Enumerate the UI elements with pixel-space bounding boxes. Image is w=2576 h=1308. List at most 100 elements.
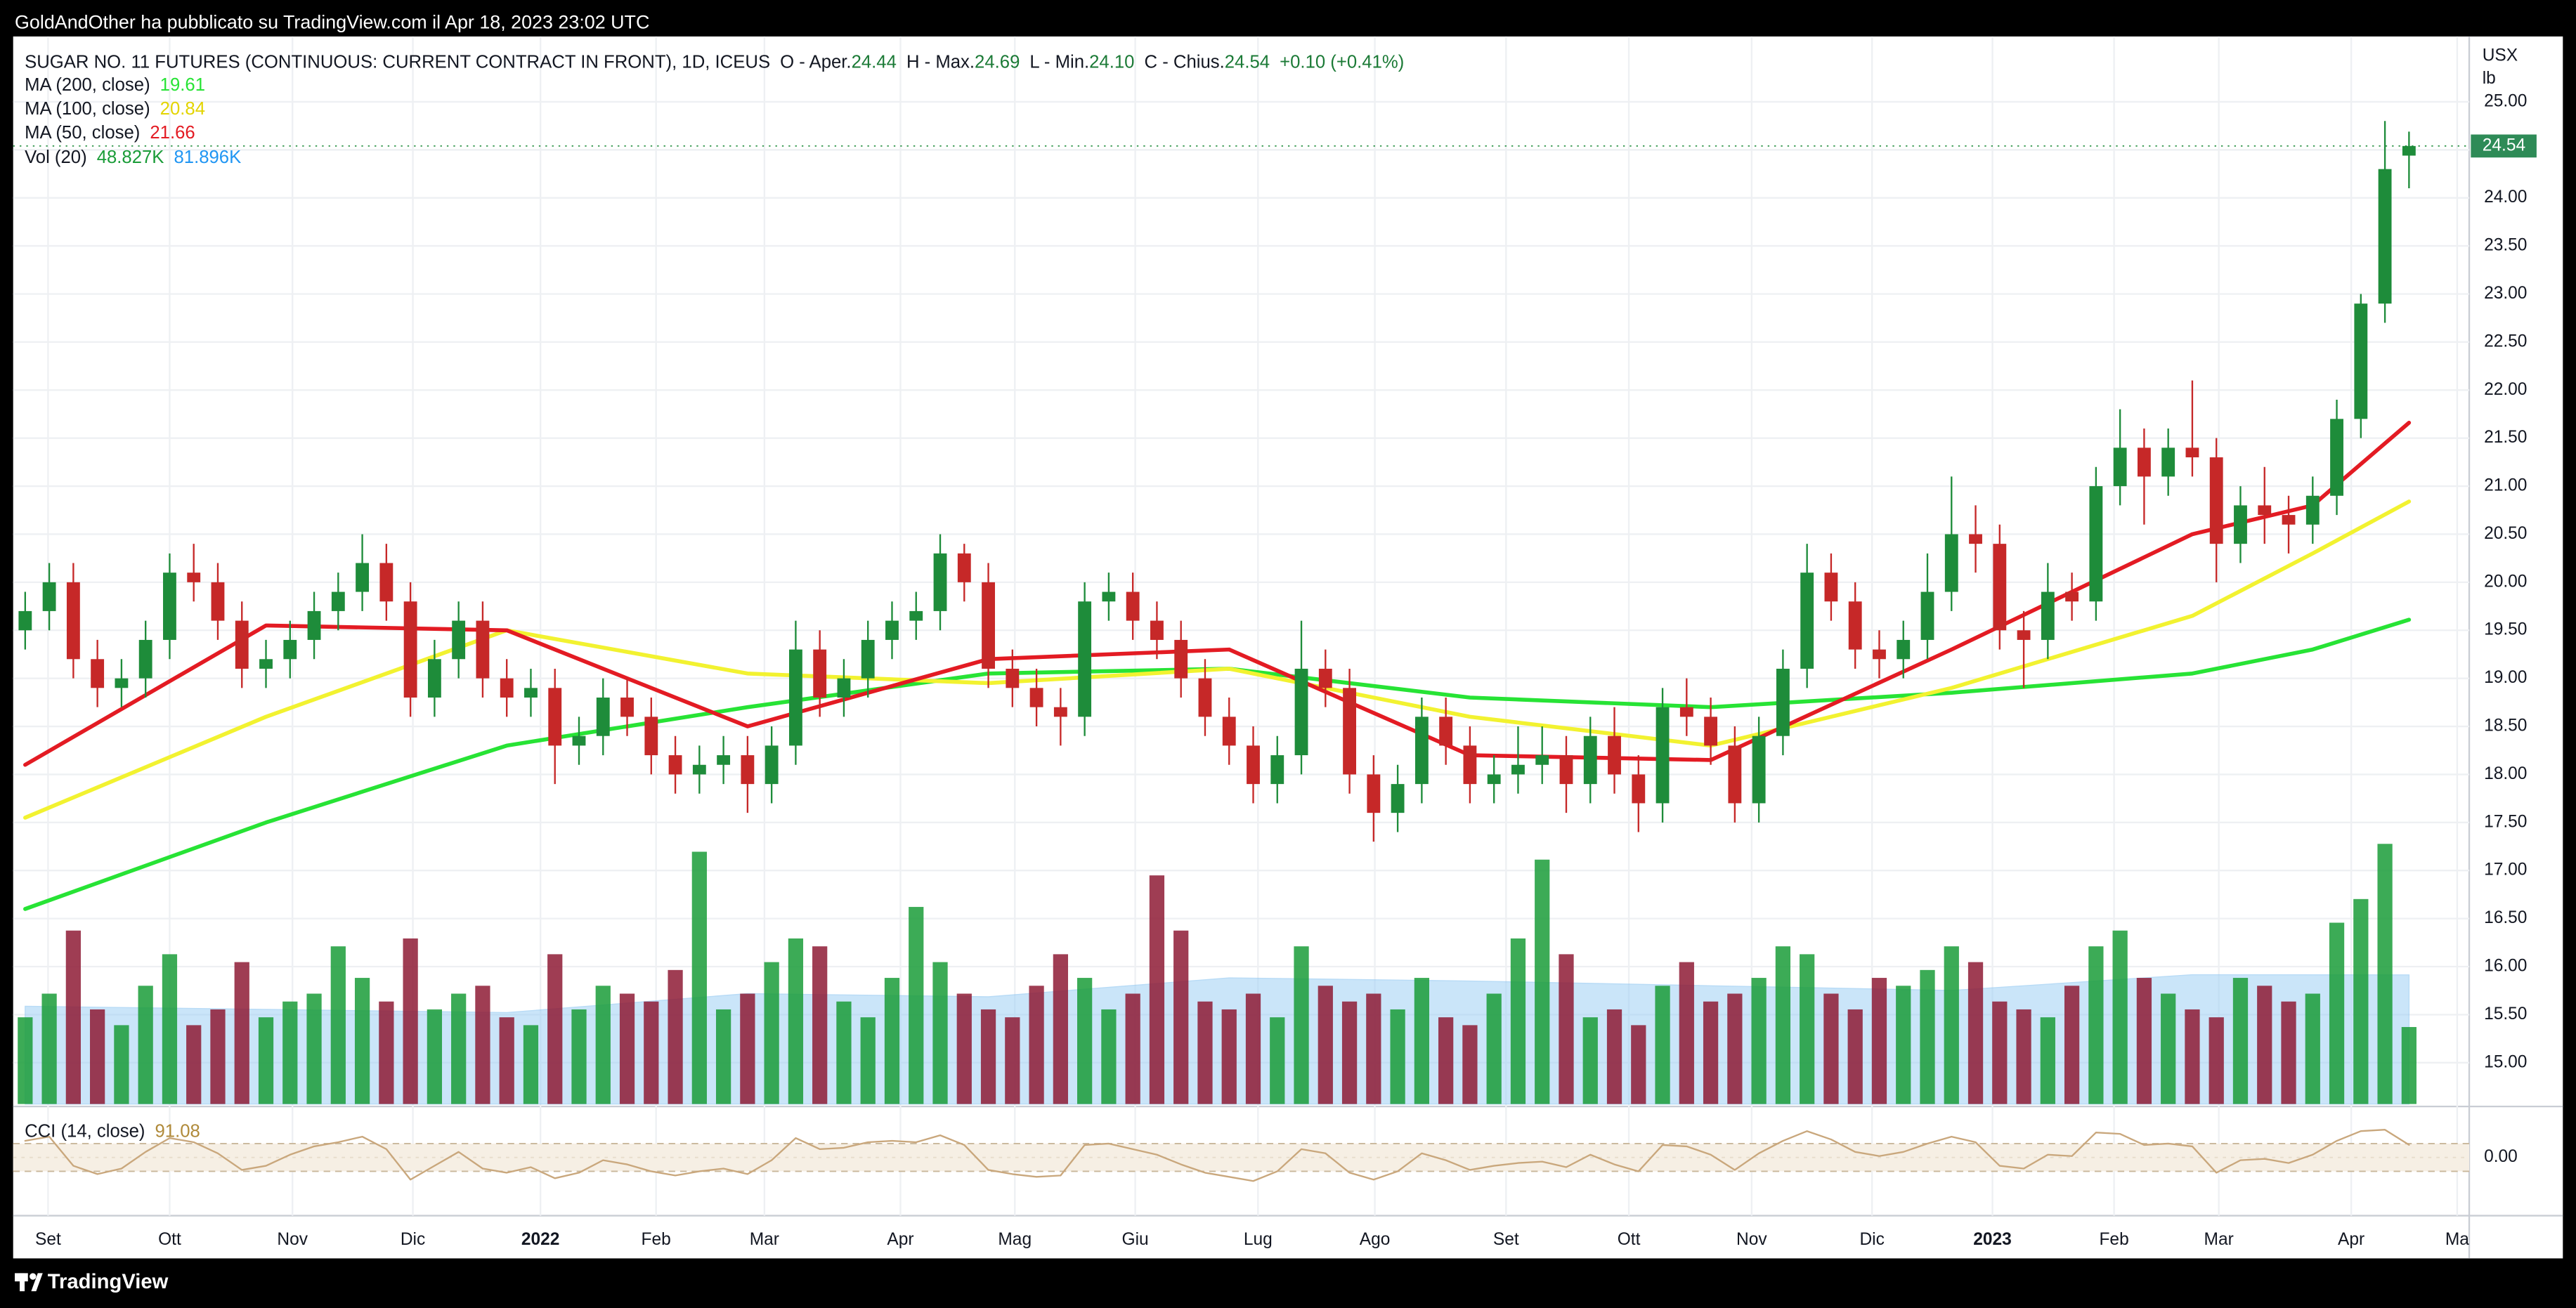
y-tick-label: 17.00: [2484, 861, 2527, 879]
candle-body: [66, 582, 80, 660]
candle-body: [1247, 745, 1260, 785]
volume-bar: [1390, 1009, 1405, 1104]
candle-body: [91, 659, 105, 688]
volume-bar: [715, 1009, 731, 1104]
volume-bar: [2257, 986, 2272, 1104]
volume-bar: [1535, 859, 1550, 1104]
volume-bar: [1221, 1009, 1237, 1104]
candle-body: [909, 610, 923, 621]
volume-bar: [1101, 1009, 1117, 1104]
y-tick-label: 21.50: [2484, 428, 2527, 447]
volume-bar: [1462, 1025, 1478, 1104]
ohlc-value: 24.54: [1225, 52, 1270, 72]
volume-bar: [1173, 930, 1189, 1104]
volume-bar: [668, 969, 683, 1104]
volume-bar: [1967, 962, 1984, 1104]
candle-body: [42, 582, 56, 611]
volume-bar: [523, 1025, 539, 1104]
volume-bar: [354, 978, 370, 1104]
volume-bar: [2305, 993, 2320, 1104]
y-tick-label: 16.50: [2484, 908, 2527, 927]
candle-body: [331, 591, 345, 611]
volume-bar: [740, 993, 755, 1104]
volume-bar: [1751, 978, 1767, 1104]
volume-legend-name: Vol (20): [25, 148, 87, 167]
volume-bar: [1823, 993, 1839, 1104]
y-tick-label: 22.50: [2484, 332, 2527, 351]
ohlc-value: 24.10: [1089, 52, 1134, 72]
x-tick-label: Ago: [1360, 1230, 1391, 1249]
candle-body: [2017, 630, 2031, 640]
candle-body: [2282, 515, 2296, 525]
x-tick-label: 2022: [521, 1230, 560, 1249]
candle-body: [620, 698, 634, 717]
x-tick-label: Feb: [2099, 1230, 2128, 1249]
x-tick-label: Apr: [887, 1230, 913, 1249]
volume-bar: [812, 946, 828, 1104]
y-tick-label: 15.00: [2484, 1052, 2527, 1071]
y-tick-label: 18.50: [2484, 717, 2527, 735]
candle-body: [1511, 764, 1525, 775]
volume-bar: [475, 986, 490, 1104]
candle-body: [548, 688, 562, 746]
volume-bar: [571, 1009, 587, 1104]
y-tick-label: 19.00: [2484, 668, 2527, 687]
candle-body: [1318, 668, 1332, 688]
volume-bar: [836, 1001, 852, 1104]
volume-bar: [909, 907, 924, 1104]
x-tick-label: Set: [1493, 1230, 1519, 1249]
candle-body: [1078, 601, 1092, 717]
volume-bar: [162, 954, 178, 1104]
y-tick-label: 24.00: [2484, 188, 2527, 207]
volume-bar: [234, 962, 249, 1104]
legend-row: MA (100, close) 20.84: [25, 99, 205, 119]
volume-bar: [1149, 875, 1165, 1104]
x-tick-label: Apr: [2338, 1230, 2364, 1249]
candle-body: [1800, 573, 1814, 669]
volume-bar: [1896, 986, 1911, 1104]
volume-bar: [2112, 930, 2128, 1104]
candle-body: [1367, 774, 1381, 813]
volume-bar: [1582, 1017, 1598, 1104]
candle-body: [596, 698, 610, 736]
y-tick-label: 15.50: [2484, 1005, 2527, 1023]
candle-body: [1126, 591, 1140, 621]
candle-body: [2137, 447, 2151, 477]
y-tick-label: 20.50: [2484, 524, 2527, 543]
candle-body: [1776, 668, 1790, 736]
candle-body: [500, 678, 514, 698]
volume-bar: [2232, 978, 2249, 1104]
candle-body: [2209, 457, 2223, 544]
candle-body: [813, 649, 827, 698]
candle-body: [211, 582, 225, 621]
candle-body: [163, 573, 176, 640]
candle-body: [1294, 668, 1308, 756]
ohlc-label: L - Min.: [1029, 52, 1089, 72]
y-tick-label: 19.50: [2484, 620, 2527, 639]
candle-body: [476, 620, 490, 679]
candle-body: [1102, 591, 1116, 602]
volume-bar: [2088, 946, 2104, 1104]
volume-bar: [210, 1009, 226, 1104]
volume-bar: [1920, 969, 1935, 1104]
volume-bar: [2136, 978, 2152, 1104]
cci-tick-label: 0.00: [2484, 1147, 2518, 1166]
volume-bar: [2353, 898, 2369, 1104]
volume-bar: [1847, 1009, 1863, 1104]
candle-body: [1391, 784, 1405, 813]
ohlc-value: 24.44: [852, 52, 897, 72]
volume-bar: [788, 938, 804, 1104]
candle-body: [1848, 601, 1862, 650]
volume-bar: [451, 993, 467, 1104]
volume-bar: [2209, 1017, 2224, 1104]
volume-bar: [1486, 993, 1502, 1104]
candle-body: [1414, 717, 1429, 785]
candle-body: [1679, 707, 1693, 717]
candle-body: [1559, 755, 1573, 785]
volume-bar: [1871, 978, 1887, 1104]
candle-body: [885, 620, 899, 640]
candle-body: [403, 601, 417, 698]
volume-bar: [1727, 993, 1743, 1104]
x-tick-label: Ma: [2445, 1230, 2469, 1249]
